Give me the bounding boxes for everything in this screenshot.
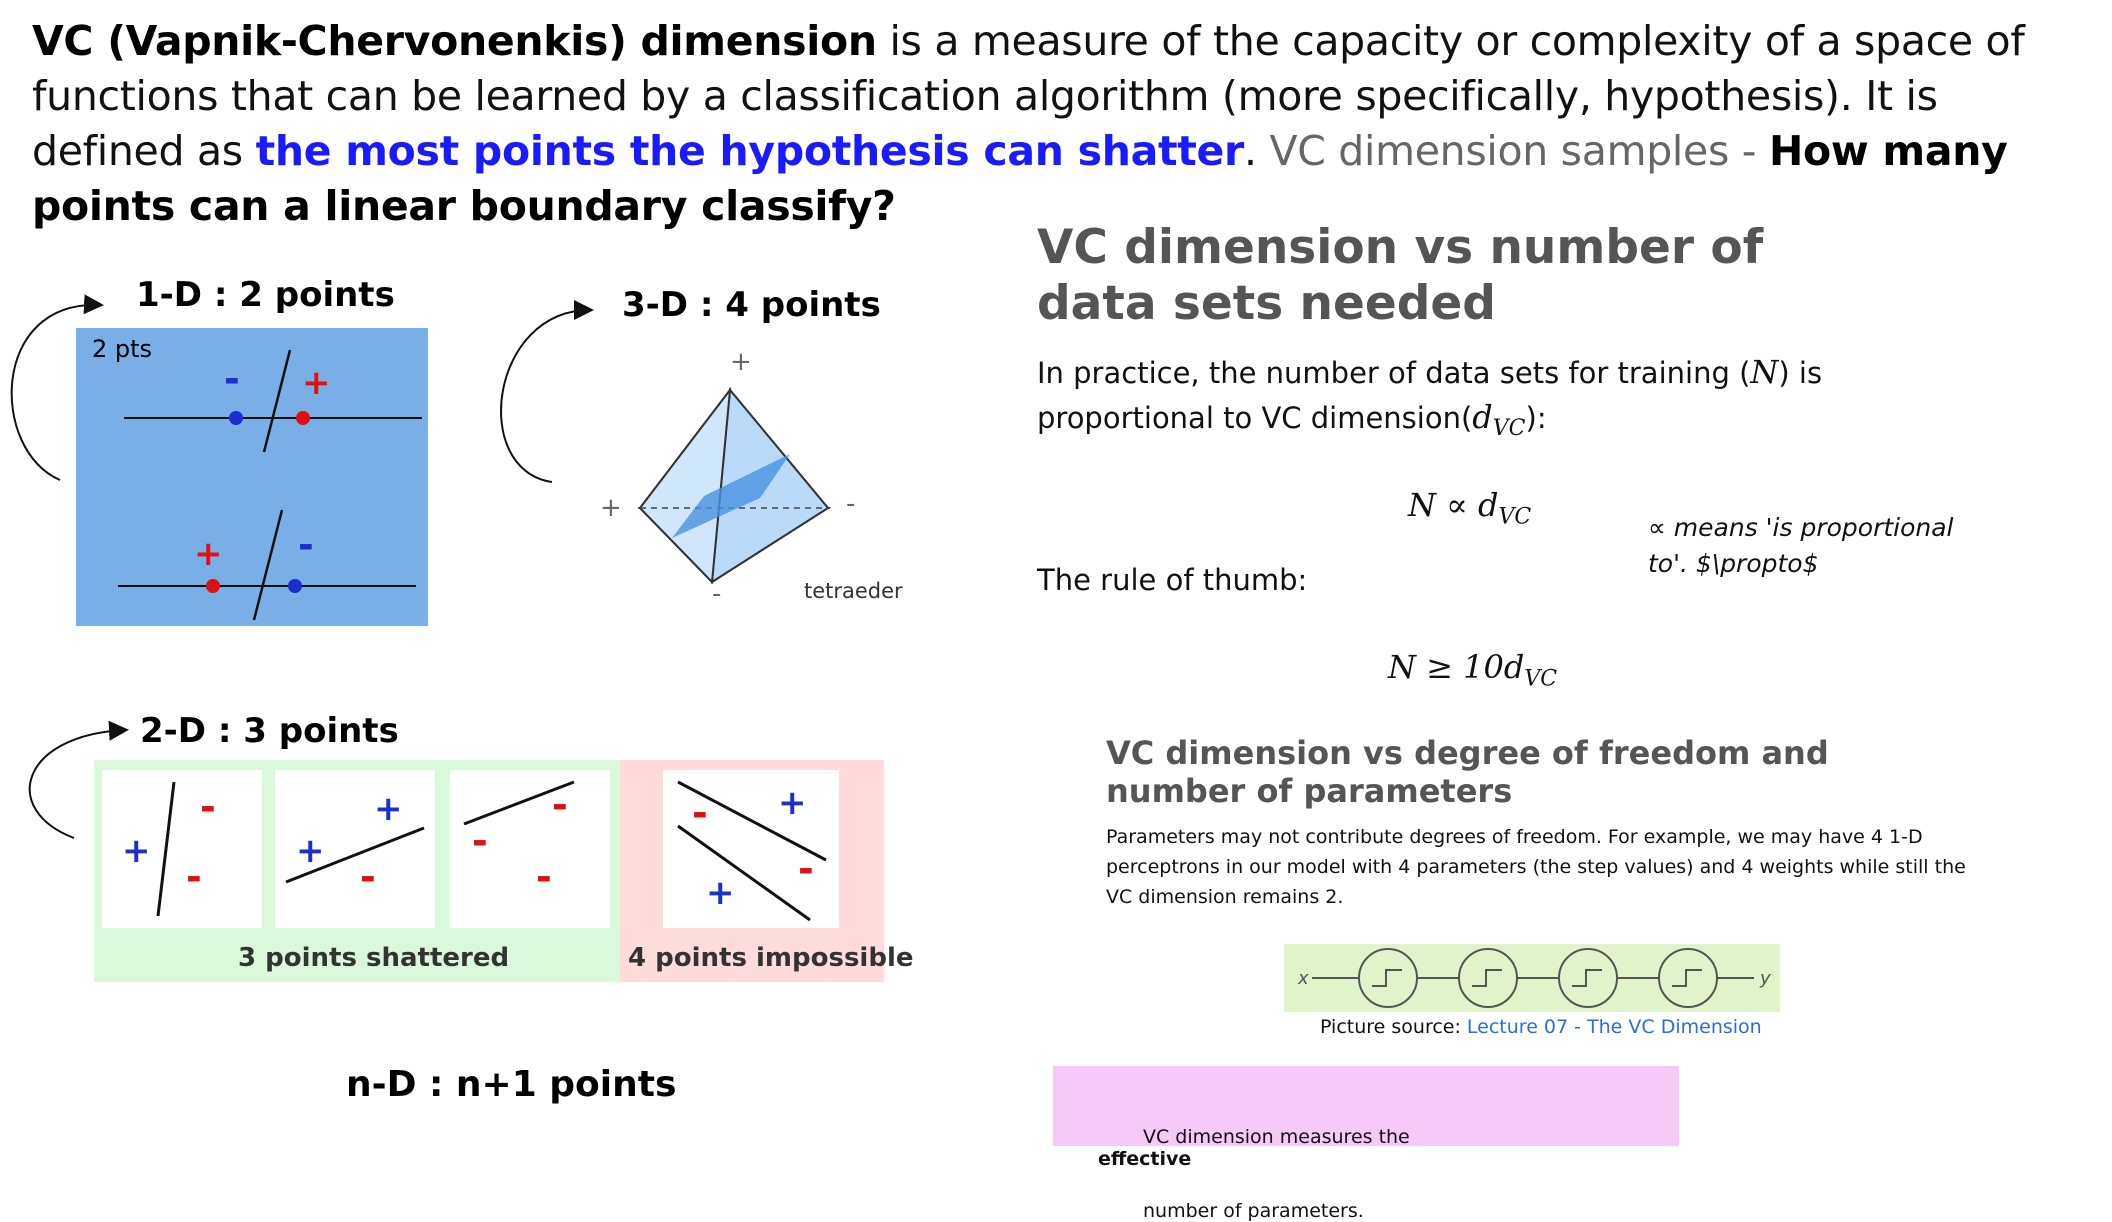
oned-caption: 1-D : 2 points <box>136 275 395 315</box>
perceptron-chain-diagram: x y <box>1284 944 1780 1012</box>
intro-text-1: is a measure of the capacity or complexi… <box>32 17 2025 175</box>
boundary-line <box>252 509 284 621</box>
point-red <box>206 579 220 593</box>
oned-box-label: 2 pts <box>92 335 152 363</box>
vc-term: VC (Vapnik-Chervonenkis) dimension <box>32 17 877 65</box>
formula-rule: N ≥ 10dVC <box>1388 648 1557 691</box>
rule-label: The rule of thumb: <box>1037 563 1308 597</box>
boundary-line <box>463 780 575 826</box>
tetra-minus-bottom: - <box>712 579 721 609</box>
twod-caption: 2-D : 3 points <box>140 711 399 751</box>
source-label: Picture source: <box>1320 1016 1467 1038</box>
formula2-sub: VC <box>1524 666 1558 692</box>
practice-text-d: ): <box>1525 401 1547 435</box>
callout-text-a: VC dimension measures the <box>1143 1126 1410 1148</box>
boundary-line <box>262 349 292 453</box>
minus-label: - <box>298 523 314 567</box>
proportional-note: ∝ means 'is proportional to'. $\propto$ <box>1648 513 1954 578</box>
minus-label: - <box>692 791 708 835</box>
tetrahedron-face <box>638 386 732 585</box>
formula-proportional: N ∝ dVC <box>1408 486 1531 529</box>
point-blue <box>288 579 302 593</box>
minus-label: - <box>200 785 216 829</box>
practice-text-c: proportional to VC dimension( <box>1037 401 1473 435</box>
params-text: Parameters may not contribute degrees of… <box>1106 826 1966 908</box>
callout-text: VC dimension measures the effective numb… <box>1053 1066 1679 1222</box>
subtitle: VC dimension vs degree of freedom and nu… <box>1106 734 1829 810</box>
curved-arrow-icon <box>28 720 129 839</box>
minus-label: - <box>552 783 568 827</box>
samples-label: VC dimension samples - <box>1269 127 1769 175</box>
curved-arrow-icon <box>10 294 104 481</box>
plus-label: + <box>706 873 735 913</box>
boundary-line <box>677 780 827 862</box>
panel <box>663 770 839 928</box>
practice-text-a: In practice, the number of data sets for… <box>1037 356 1751 390</box>
nd-caption: n-D : n+1 points <box>346 1064 676 1105</box>
source-link[interactable]: Lecture 07 - The VC Dimension <box>1466 1016 1762 1038</box>
plus-label: + <box>194 534 223 574</box>
symbol-n: N <box>1750 353 1779 391</box>
minus-label: - <box>798 847 814 891</box>
picture-source: Picture source: Lecture 07 - The VC Dime… <box>1320 1012 1762 1042</box>
diagram-y: y <box>1759 968 1771 989</box>
minus-label: - <box>360 855 376 899</box>
boundary-line <box>285 826 425 884</box>
shattered-label: 3 points shattered <box>238 943 509 973</box>
plus-label: + <box>302 363 331 403</box>
right-title: VC dimension vs number of data sets need… <box>1037 220 1764 331</box>
practice-text: In practice, the number of data sets for… <box>1037 350 1997 451</box>
callout-text-c: number of parameters. <box>1143 1200 1364 1222</box>
panel <box>275 770 435 928</box>
point-blue <box>229 411 243 425</box>
minus-label: - <box>536 855 552 899</box>
linear-question: How many points can a linear boundary cl… <box>32 127 2008 230</box>
impossible-label: 4 points impossible <box>628 943 914 973</box>
plus-label: + <box>778 783 807 823</box>
shatter-highlight: the most points the hypothesis can shatt… <box>255 127 1245 175</box>
formula1-text: N ∝ d <box>1408 486 1499 524</box>
callout-effective: effective <box>1098 1148 1192 1170</box>
plus-label: + <box>122 831 151 871</box>
formula1-sub: VC <box>1498 504 1532 530</box>
panel <box>102 770 262 928</box>
minus-label: - <box>186 855 202 899</box>
minus-label: - <box>224 357 240 401</box>
oned-box <box>76 328 428 626</box>
vc-samples-figure: 1-D : 2 points 2 pts - + + - 3-D : 4 poi… <box>10 275 914 1105</box>
separating-plane <box>672 454 790 538</box>
plus-label: + <box>296 831 325 871</box>
plus-label: + <box>374 789 403 829</box>
intro-text-2: . <box>1243 127 1270 175</box>
boundary-line <box>156 781 176 917</box>
symbol-sub: VC <box>1492 415 1526 441</box>
callout-box: VC dimension measures the effective numb… <box>1053 1066 1679 1222</box>
minus-label: - <box>472 819 488 863</box>
boundary-line <box>677 824 811 922</box>
practice-text-b: ) is <box>1778 356 1823 390</box>
formula2-text: N ≥ 10d <box>1388 648 1525 686</box>
diagram-x: x <box>1297 968 1309 989</box>
intro-paragraph: VC (Vapnik-Chervonenkis) dimension is a … <box>32 14 2092 234</box>
point-red <box>296 411 310 425</box>
tetra-plus-top: + <box>730 347 752 377</box>
curved-arrow-icon <box>500 300 594 483</box>
symbol-d: d <box>1472 398 1493 436</box>
tetra-minus-right: - <box>846 489 855 519</box>
panel <box>450 770 610 928</box>
tetra-label: tetraeder <box>804 579 903 603</box>
tetra-plus-left: + <box>600 493 622 523</box>
threed-caption: 3-D : 4 points <box>622 285 881 325</box>
